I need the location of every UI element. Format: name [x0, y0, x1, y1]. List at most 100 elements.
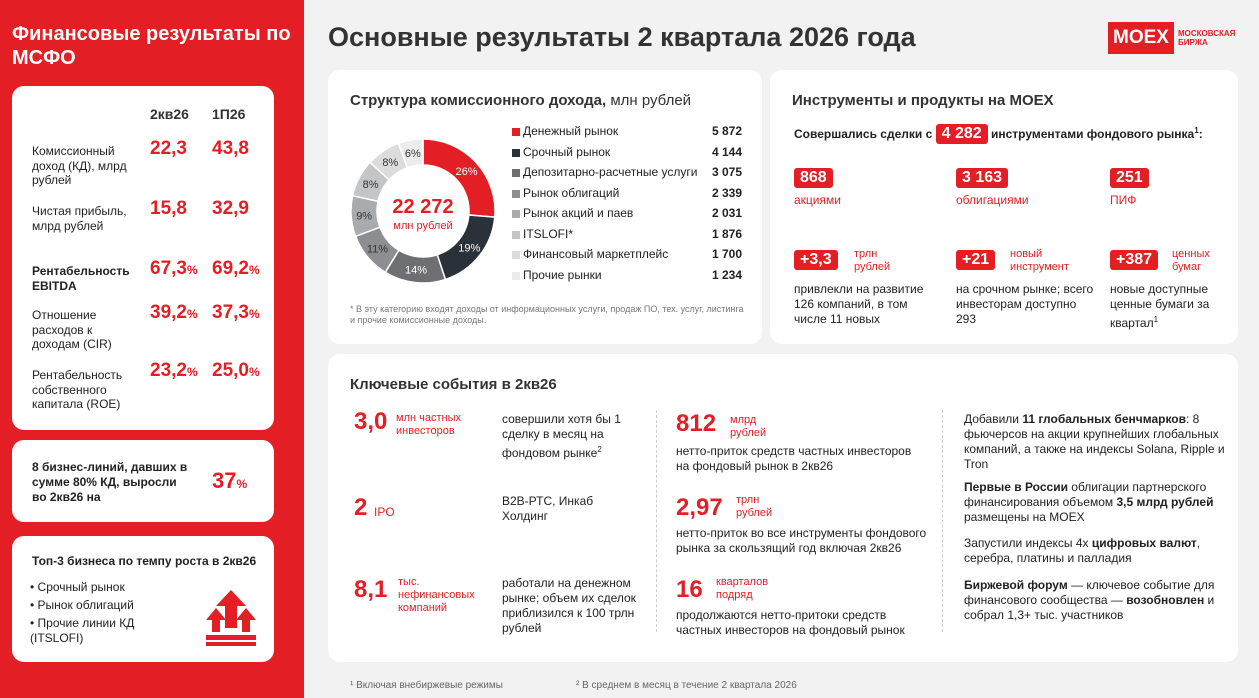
legend-swatch — [512, 230, 520, 239]
footnote-1: ¹ Включая внебиржевые режимы — [350, 680, 503, 691]
growth-arrows-icon — [206, 590, 256, 646]
legend-label: Прочие рынки — [523, 267, 602, 282]
growth-securities: +387 — [1110, 250, 1159, 270]
top3-card: Топ-3 бизнеса по темпу роста в 2кв26 • С… — [12, 536, 274, 662]
legend-value: 5 872 — [711, 124, 742, 138]
event-inflow-value: 812 — [676, 410, 717, 437]
legend-label: Рынок облигаций — [523, 185, 620, 200]
legend-swatch — [512, 189, 520, 198]
event-companies-desc: работали на денежном рынке; объем их сде… — [502, 576, 636, 635]
list-item: • Прочие линии КД (ITSLOFI) — [30, 616, 135, 645]
row-value-roe-h: 25,0% — [212, 360, 260, 381]
sidebar-title: Финансовые результаты по МСФО — [12, 23, 291, 69]
list-item: • Рынок облигаций — [30, 598, 134, 612]
legend-item: Денежный рынок 5 872 — [512, 124, 742, 144]
row-value-ebitda-h: 69,2% — [212, 258, 260, 279]
column-divider — [656, 410, 657, 632]
moex-logo: MOEX МОСКОВСКАЯ БИРЖА — [1108, 22, 1238, 54]
legend-label: Рынок акций и паев — [523, 206, 634, 220]
row-value-commission-q: 22,3 — [150, 138, 187, 159]
legend-item: Рынок акций и паев 2 031 — [512, 206, 742, 226]
legend-item: Прочие рынки 1 234 — [512, 268, 742, 288]
event-quarters-unit: кварталов подряд — [716, 576, 769, 601]
row-label-cir: Отношение расходов к доходам (CIR) — [32, 308, 112, 351]
event-companies-value: 8,1 — [354, 576, 388, 603]
event-quarters-value: 16 — [676, 576, 703, 603]
donut-total-unit: млн рублей — [393, 220, 453, 232]
legend-value: 2 031 — [711, 206, 742, 220]
growth-raised-desc: привлекли на развитие 126 компаний, в то… — [794, 282, 924, 326]
event-inflow-desc: нетто-приток средств частных инвесторов … — [676, 444, 912, 473]
stat-shares: 868 акциями — [794, 168, 841, 207]
event-first-bonds: Первые в России облигации партнерского ф… — [964, 480, 1214, 524]
legend-value: 1 234 — [711, 267, 742, 282]
events-title: Ключевые события в 2кв26 — [350, 376, 557, 393]
commission-structure-card: Структура комиссионного дохода, млн рубл… — [328, 70, 762, 344]
growth-instrument: +21 — [956, 250, 996, 270]
legend-item: Депозитарно-расчетные услуги 3 075 — [512, 165, 742, 185]
legend-label: Срочный рынок — [523, 144, 611, 159]
donut-slice — [397, 138, 424, 169]
legend-item: Финансовый маркетплейс 1 700 — [512, 247, 742, 267]
key-events-card: Ключевые события в 2кв26 3,0 млн частных… — [328, 354, 1238, 662]
donut-slice-label: 11% — [367, 244, 388, 256]
top3-title: Топ-3 бизнеса по темпу роста в 2кв26 — [32, 554, 257, 568]
deals-line: Совершались сделки с 4 282 инструментами… — [794, 124, 1203, 144]
event-net-inflow-value: 2,97 — [676, 494, 723, 521]
event-net-inflow-unit: трлн рублей — [736, 494, 773, 519]
column-header-quarter: 2кв26 — [150, 106, 189, 122]
event-crypto-indices: Запустили индексы 4х цифровых валют, сер… — [964, 536, 1201, 565]
legend-item: Рынок облигаций 2 339 — [512, 186, 742, 206]
row-value-cir-q: 39,2% — [150, 302, 198, 323]
legend-label: Депозитарно-расчетные услуги — [523, 165, 698, 179]
legend-label: ITSLOFI* — [523, 226, 574, 241]
event-quarters-desc: продолжаются нетто-притоки средств частн… — [676, 608, 905, 637]
logo-mark: MOEX — [1108, 22, 1174, 54]
row-label-ebitda: Рентабельность EBITDA — [32, 264, 130, 293]
legend-label: Денежный рынок — [523, 124, 619, 138]
legend-swatch — [512, 210, 520, 218]
row-value-net-profit-h: 32,9 — [212, 198, 249, 219]
deals-value: 4 282 — [935, 124, 988, 144]
row-value-net-profit-q: 15,8 — [150, 198, 187, 219]
donut-slice-label: 26% — [455, 166, 477, 178]
footnote-2: ² В среднем в месяц в течение 2 квартала… — [576, 680, 797, 691]
event-net-inflow-desc: нетто-приток во все инструменты фондовог… — [676, 526, 927, 555]
business-lines-value: 37% — [212, 468, 248, 493]
event-ipo-desc: B2B-РТС, Инкаб Холдинг — [502, 494, 594, 523]
growth-raised-unit: трлн рублей — [854, 248, 891, 273]
row-label-commission: Комиссионный доход (КД), млрд рублей — [32, 144, 127, 187]
legend-value: 1 700 — [711, 247, 742, 261]
row-value-ebitda-q: 67,3% — [150, 258, 198, 279]
donut-slice-label: 19% — [458, 243, 480, 255]
logo-subtitle: МОСКОВСКАЯ БИРЖА — [1178, 29, 1236, 47]
row-label-roe: Рентабельность собственного капитала (RO… — [32, 368, 123, 411]
legend-value: 2 339 — [711, 185, 742, 200]
financials-card: 2кв26 1П26 Комиссионный доход (КД), млрд… — [12, 86, 274, 430]
growth-raised: +3,3 — [794, 250, 838, 270]
event-investors-unit: млн частных инвесторов — [396, 412, 461, 437]
commission-donut-chart: 26% 19% 14% 11% 9% 8%8% 6% — [350, 138, 496, 284]
row-value-cir-h: 37,3% — [212, 302, 260, 323]
donut-slice-label: 8% — [382, 157, 398, 169]
legend-item: ITSLOFI* 1 876 — [512, 227, 742, 247]
structure-footnote: * В эту категорию входят доходы от инфор… — [350, 304, 744, 325]
legend-value: 3 075 — [711, 165, 742, 179]
growth-securities-unit: ценных бумаг — [1172, 248, 1210, 273]
legend-swatch — [512, 251, 520, 259]
event-ipo-value: 2 — [354, 494, 368, 521]
legend-item: Срочный рынок 4 144 — [512, 145, 742, 165]
event-benchmarks: Добавили 11 глобальных бенчмарков: 8 фью… — [964, 412, 1225, 471]
list-item: • Срочный рынок — [30, 580, 125, 594]
donut-total: 22 272 — [392, 196, 454, 218]
donut-slice-label: 8% — [363, 179, 379, 191]
row-value-roe-q: 23,2% — [150, 360, 198, 381]
growth-instrument-desc: на срочном рынке; всего инвесторам досту… — [956, 282, 1094, 326]
legend-swatch — [512, 271, 520, 280]
event-investors-desc: совершили хотя бы 1 сделку в месяц на фо… — [502, 412, 621, 460]
stat-funds: 251 ПИФ — [1110, 168, 1149, 207]
growth-securities-desc: новые доступные ценные бумаги за квартал… — [1110, 282, 1210, 330]
legend-value: 4 144 — [711, 144, 742, 159]
donut-slice-label: 9% — [356, 210, 372, 222]
row-value-commission-h: 43,8 — [212, 138, 249, 159]
